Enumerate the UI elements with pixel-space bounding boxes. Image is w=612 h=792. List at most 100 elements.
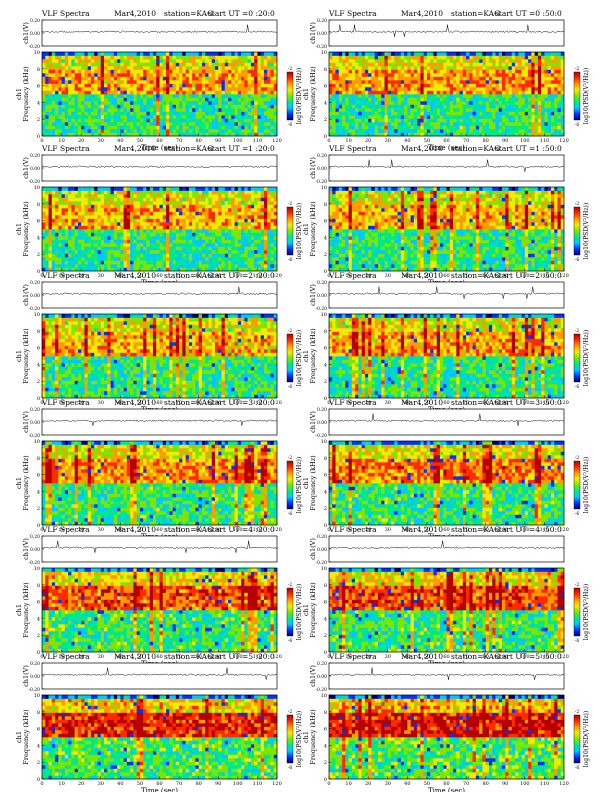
spectrogram-cell [77,129,82,133]
spectrogram-cell [126,232,131,237]
spectrogram-cell [120,111,124,116]
spectrogram-cell [270,204,275,209]
spectrogram-cell [430,111,434,116]
spectrogram-cell [208,264,213,268]
spectrogram-cell [94,236,98,240]
spectrogram-cell [143,132,147,137]
spectrogram-cell [169,104,173,109]
spectrogram-cell [143,236,147,240]
spectrogram-cell [64,204,69,209]
spectrogram-cell [257,225,261,230]
spectrogram-cell [430,132,434,137]
spectrogram-cell [228,211,232,216]
spectrogram-cell [55,218,59,223]
spectrogram-cell [345,83,349,88]
spectrogram-cell [541,101,545,105]
spectrogram-cell [48,225,53,230]
spectrogram-cell [394,80,398,84]
spectrogram-cell [120,73,124,77]
spectrogram-cell [231,222,235,226]
spectrogram-cell [524,87,529,91]
spectrogram-cell [371,101,375,105]
spectrogram-cell [159,101,164,105]
spectrogram-cell [152,101,157,105]
spectrogram-cell [139,55,144,60]
spectrogram-cell [162,267,167,272]
spectrogram-cell [469,76,473,81]
spectrogram-cell [182,218,186,223]
spectrogram-cell [182,229,186,233]
spectrogram-cell [84,62,88,67]
spectrogram-cell [84,118,88,123]
spectrogram-cell [541,94,545,98]
spectrogram-cell [541,97,545,102]
spectrogram-cell [120,108,124,112]
spectrogram-cell [45,246,49,251]
spectrogram-cell [247,108,252,112]
spectrogram-cell [273,257,278,261]
spectrogram-cell [391,66,395,70]
trace-ylabel: ch1(V) [309,22,317,44]
spectrogram-cell [453,55,457,60]
spectrogram-cell [58,253,62,258]
spectrogram-cell [159,111,164,116]
spectrogram-cell [143,108,147,112]
x-tick-label: 10 [58,138,64,144]
spectrogram-cell [175,132,180,137]
spectrogram-cell [214,122,219,126]
spectrogram-cell [192,118,196,123]
spectrogram-cell [110,253,115,258]
spectrogram-cell [159,215,164,219]
spectrogram-cell [231,243,235,247]
spectrogram-cell [501,108,506,112]
spectrogram-cell [182,211,186,216]
spectrogram-cell [61,87,66,91]
spectrogram-cell [169,59,173,63]
spectrogram-cell [169,129,173,133]
spectrogram-cell [149,246,154,251]
spectrogram-cell [541,55,545,60]
spectrogram-cell [175,69,180,74]
spectrogram-cell [430,52,434,56]
spectrogram-cell [515,62,519,67]
spectrogram-cell [244,76,248,81]
spectrogram-cell [48,243,53,247]
spectrogram-cell [58,104,62,109]
spectrogram-cell [87,97,92,102]
spectrogram-cell [547,125,552,130]
spectrogram-cell [446,122,451,126]
spectrogram-cell [74,87,79,91]
spectrogram-cell [139,108,144,112]
spectrogram-cell [169,225,173,230]
spectrogram-cell [270,229,275,233]
spectrogram-cell [355,59,359,63]
spectrogram-cell [195,66,199,70]
spectrogram-cell [133,66,137,70]
spectrogram-cell [449,118,454,123]
spectrogram-cell [97,225,102,230]
spectrogram-cell [534,87,539,91]
spectrogram-cell [113,55,118,60]
spectrogram-cell [185,69,190,74]
spectrogram-cell [544,132,548,137]
spectrogram-cell [404,104,408,109]
spectrogram-cell [231,229,235,233]
spectrogram-cell [152,250,157,254]
spectrogram-cell [257,55,261,60]
spectrogram-cell [257,90,261,95]
spectrogram-cell [64,250,69,254]
spectrogram-cell [387,83,392,88]
spectrogram-cell [126,111,131,116]
spectrogram-cell [201,229,206,233]
spectrogram-cell [211,208,216,212]
spectrogram-cell [45,132,49,137]
spectrogram-cell [221,104,226,109]
spectrogram-cell [185,115,190,119]
spectrogram-cell [64,129,69,133]
spectrogram-cell [123,66,128,70]
spectrogram-cell [90,59,95,63]
spectrogram-cell [107,246,111,251]
spectrogram-cell [58,122,62,126]
spectrogram-cell [117,111,121,116]
spectrogram-cell [149,264,154,268]
